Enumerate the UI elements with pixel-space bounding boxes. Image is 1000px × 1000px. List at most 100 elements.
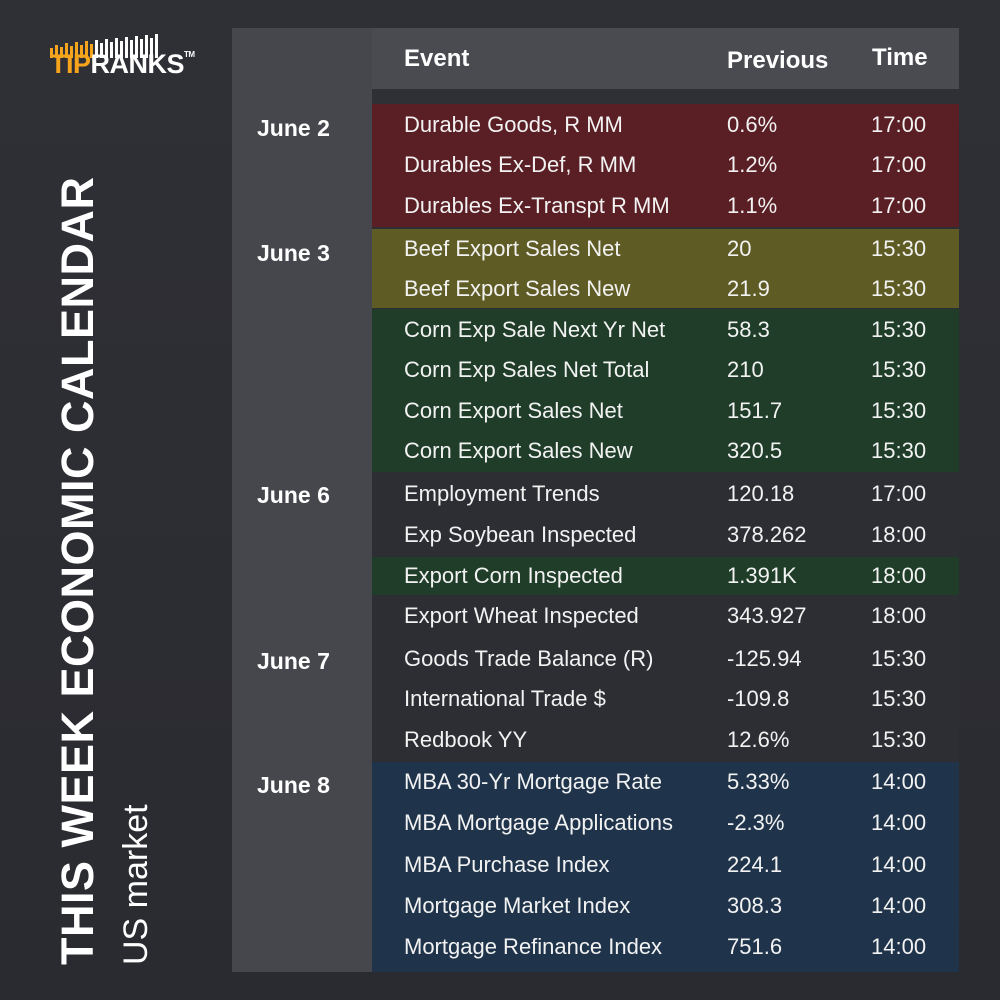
time-cell: 18:00 — [871, 563, 927, 588]
table-row: Mortgage Refinance Index 751.6 14:00 — [0, 932, 1000, 962]
time-cell: 15:30 — [871, 276, 927, 301]
event-cell: Corn Exp Sale Next Yr Net — [404, 317, 666, 342]
time-cell: 15:30 — [871, 646, 927, 671]
time-cell: 15:30 — [871, 236, 927, 261]
previous-cell: -125.94 — [727, 646, 802, 671]
time-cell: 15:30 — [871, 317, 927, 342]
event-cell: Redbook YY — [404, 727, 528, 752]
event-cell: Beef Export Sales Net — [404, 236, 621, 261]
event-cell: Beef Export Sales New — [404, 276, 631, 301]
time-cell: 14:00 — [871, 852, 927, 877]
event-cell: MBA Mortgage Applications — [404, 810, 674, 835]
date-label: June 3 — [257, 240, 330, 266]
table-row: Durable Goods, R MM 0.6% 17:00 — [0, 110, 1000, 140]
previous-cell: 1.1% — [727, 193, 778, 218]
date-label: June 6 — [257, 482, 330, 508]
row-group-red — [372, 104, 959, 227]
row-group-olive — [372, 229, 959, 308]
previous-cell: 120.18 — [727, 481, 795, 506]
table-row: Durables Ex-Def, R MM 1.2% 17:00 — [0, 150, 1000, 180]
event-cell: Durable Goods, R MM — [404, 112, 623, 137]
previous-cell: 21.9 — [727, 276, 770, 301]
previous-cell: 1.391K — [727, 563, 797, 588]
time-cell: 14:00 — [871, 893, 927, 918]
table-row: Redbook YY 12.6% 15:30 — [0, 725, 1000, 755]
table-row: Goods Trade Balance (R) -125.94 15:30 — [0, 644, 1000, 674]
time-cell: 17:00 — [871, 112, 927, 137]
header-event: Event — [404, 45, 470, 72]
previous-cell: -109.8 — [727, 686, 790, 711]
previous-cell: 320.5 — [727, 438, 783, 463]
previous-cell: 151.7 — [727, 398, 783, 423]
event-cell: Corn Export Sales New — [404, 438, 633, 463]
table-row: Corn Export Sales New 320.5 15:30 — [0, 436, 1000, 466]
previous-cell: 20 — [727, 236, 752, 261]
table-row: MBA Purchase Index 224.1 14:00 — [0, 850, 1000, 880]
row-group-green — [372, 309, 959, 472]
table-row: MBA Mortgage Applications -2.3% 14:00 — [0, 808, 1000, 838]
event-cell: MBA Purchase Index — [404, 852, 610, 877]
row-group-blue — [372, 762, 959, 972]
previous-cell: 224.1 — [727, 852, 783, 877]
table-row: Corn Exp Sale Next Yr Net 58.3 15:30 — [0, 315, 1000, 345]
time-cell: 15:30 — [871, 357, 927, 382]
previous-cell: 751.6 — [727, 934, 783, 959]
table-row: Mortgage Market Index 308.3 14:00 — [0, 891, 1000, 921]
previous-cell: 0.6% — [727, 112, 778, 137]
table-row: Corn Exp Sales Net Total 210 15:30 — [0, 355, 1000, 385]
previous-cell: 378.262 — [727, 522, 807, 547]
time-cell: 18:00 — [871, 603, 927, 628]
time-cell: 15:30 — [871, 398, 927, 423]
previous-cell: -2.3% — [727, 810, 785, 835]
time-cell: 14:00 — [871, 934, 927, 959]
row-group-green-single — [372, 557, 959, 595]
table-row: MBA 30-Yr Mortgage Rate 5.33% 14:00 — [0, 767, 1000, 797]
previous-cell: 58.3 — [727, 317, 770, 342]
event-cell: MBA 30-Yr Mortgage Rate — [404, 769, 663, 794]
event-cell: Mortgage Market Index — [404, 893, 631, 918]
table-header-cells — [372, 28, 959, 89]
date-column — [232, 28, 372, 972]
event-cell: Export Corn Inspected — [404, 563, 623, 588]
event-cell: International Trade $ — [404, 686, 606, 711]
date-label: June 7 — [257, 648, 330, 674]
event-cell: Corn Exp Sales Net Total — [404, 357, 650, 382]
tipranks-logo: TIPRANKSTM — [48, 34, 198, 78]
table-row: Exp Soybean Inspected 378.262 18:00 — [0, 520, 1000, 550]
table-row: Export Wheat Inspected 343.927 18:00 — [0, 601, 1000, 631]
previous-cell: 5.33% — [727, 769, 790, 794]
header-time: Time — [872, 44, 928, 71]
date-label: June 2 — [257, 115, 330, 141]
time-cell: 14:00 — [871, 769, 927, 794]
previous-cell: 210 — [727, 357, 764, 382]
time-cell: 18:00 — [871, 522, 927, 547]
previous-cell: 1.2% — [727, 152, 778, 177]
event-cell: Goods Trade Balance (R) — [404, 646, 654, 671]
time-cell: 17:00 — [871, 481, 927, 506]
time-cell: 15:30 — [871, 686, 927, 711]
time-cell: 15:30 — [871, 727, 927, 752]
time-cell: 15:30 — [871, 438, 927, 463]
table-row: Employment Trends 120.18 17:00 — [0, 479, 1000, 509]
table-row: International Trade $ -109.8 15:30 — [0, 684, 1000, 714]
event-cell: Durables Ex-Transpt R MM — [404, 193, 670, 218]
event-cell: Employment Trends — [404, 481, 600, 506]
header-previous: Previous — [727, 47, 829, 74]
time-cell: 17:00 — [871, 193, 927, 218]
table-row: Export Corn Inspected 1.391K 18:00 — [0, 561, 1000, 591]
date-label: June 8 — [257, 772, 330, 798]
bars-icon — [50, 34, 158, 58]
event-cell: Exp Soybean Inspected — [404, 522, 637, 547]
logo-wordmark: TIPRANKSTM — [50, 49, 195, 79]
table-row: Beef Export Sales Net 20 15:30 — [0, 234, 1000, 264]
table-row: Beef Export Sales New 21.9 15:30 — [0, 274, 1000, 304]
time-cell: 14:00 — [871, 810, 927, 835]
table-row: Corn Export Sales Net 151.7 15:30 — [0, 396, 1000, 426]
event-cell: Export Wheat Inspected — [404, 603, 639, 628]
time-cell: 17:00 — [871, 152, 927, 177]
previous-cell: 12.6% — [727, 727, 790, 752]
event-cell: Corn Export Sales Net — [404, 398, 623, 423]
table-row: Durables Ex-Transpt R MM 1.1% 17:00 — [0, 191, 1000, 221]
event-cell: Durables Ex-Def, R MM — [404, 152, 637, 177]
previous-cell: 343.927 — [727, 603, 807, 628]
